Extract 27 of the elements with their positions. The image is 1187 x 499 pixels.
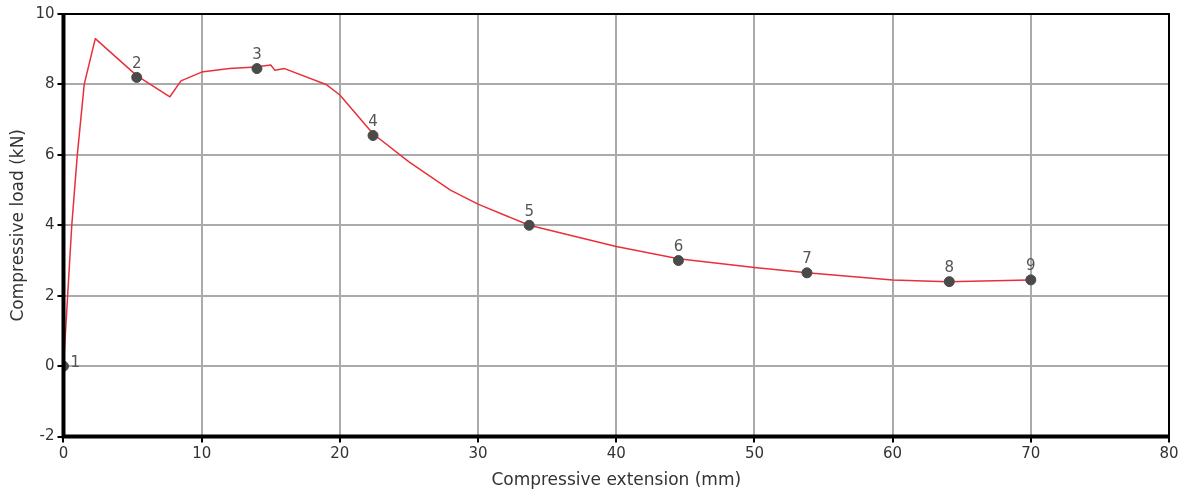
- x-tick-label: 40: [606, 444, 626, 463]
- x-tick-label: 0: [58, 444, 69, 463]
- x-tick-label: 10: [192, 444, 212, 463]
- annotation: 9: [1026, 256, 1036, 275]
- y-tick-label: 0: [44, 356, 55, 375]
- annotation: 2: [131, 53, 142, 72]
- x-axis-title: Compressive extension (mm): [491, 469, 742, 490]
- x-tick-label: 30: [468, 444, 488, 463]
- y-tick-label: 2: [44, 285, 55, 304]
- y-tick-label: 8: [44, 74, 55, 93]
- x-tick-label: 80: [1159, 444, 1179, 463]
- x-tick-label: 60: [883, 444, 903, 463]
- y-tick-label: 4: [44, 215, 55, 234]
- y-tick-label: -2: [39, 426, 55, 445]
- x-tick-label: 70: [1021, 444, 1041, 463]
- y-axis-title: Compressive load (kN): [6, 128, 27, 322]
- annotation: 3: [252, 44, 262, 63]
- x-tick-label: 50: [744, 444, 764, 463]
- annotation: 1: [70, 353, 81, 372]
- x-tick-label: 20: [330, 444, 350, 463]
- annotation: 5: [524, 201, 534, 220]
- y-tick-label: 10: [35, 3, 55, 22]
- annotation: 8: [944, 258, 955, 277]
- y-tick-label: 6: [44, 144, 55, 163]
- annotation: 4: [368, 111, 378, 130]
- annotation: 6: [673, 236, 684, 255]
- annotation: 7: [802, 249, 812, 268]
